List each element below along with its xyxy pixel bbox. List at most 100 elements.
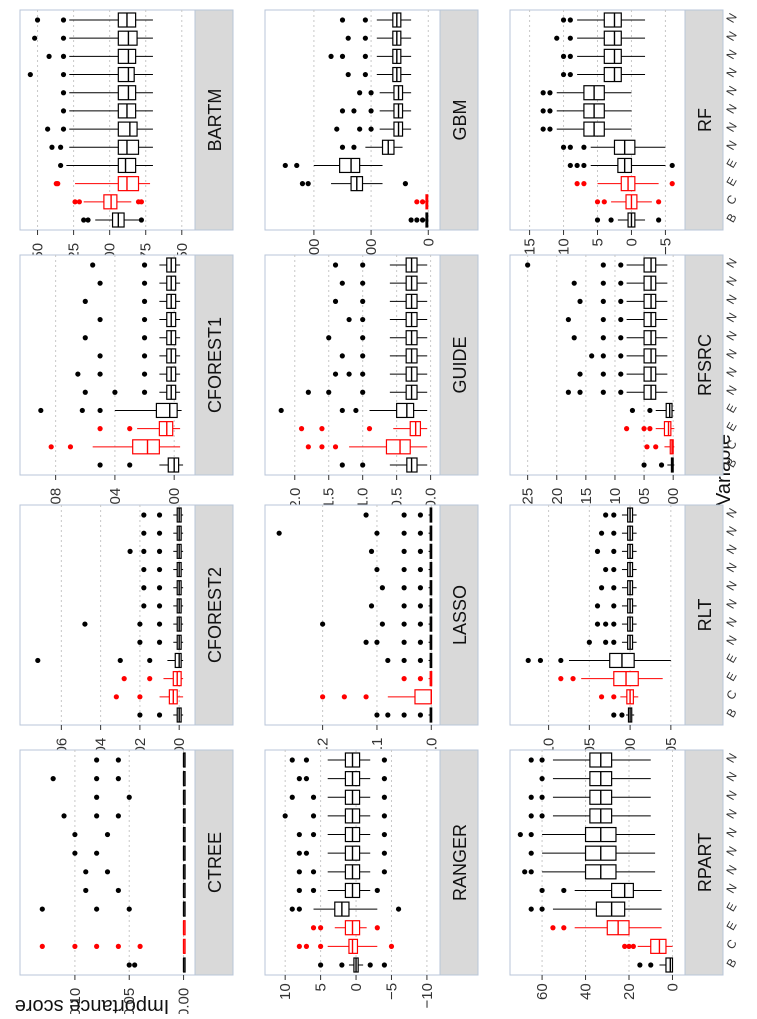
outlier-point [362, 35, 368, 41]
outlier-point [299, 181, 306, 187]
box-11 [603, 507, 637, 523]
outlier-point [577, 298, 583, 304]
panel-title: RANGER [450, 824, 470, 901]
outlier-point [362, 17, 368, 23]
x-tick-label: E [723, 919, 739, 933]
outlier-point [318, 962, 324, 968]
outlier-point [417, 566, 424, 573]
outlier-point [656, 199, 662, 205]
box-1 [594, 194, 662, 210]
outlier-point [528, 813, 534, 819]
outlier-point [50, 776, 56, 782]
outlier-point [38, 407, 44, 414]
outlier-point [351, 144, 357, 150]
x-tick-label: N [723, 365, 739, 380]
box-5 [577, 366, 668, 382]
box-8 [141, 561, 184, 578]
x-tick-label: N [723, 292, 739, 307]
box-6 [594, 598, 637, 614]
outlier-point [117, 657, 123, 664]
box-9 [528, 789, 651, 805]
outlier-point [332, 444, 339, 450]
panel-title: GBM [450, 99, 470, 140]
outlier-point [112, 389, 118, 395]
x-tick-label: C [723, 937, 740, 952]
box [117, 157, 137, 174]
outlier-point [339, 108, 346, 114]
outlier-point [72, 831, 78, 838]
box [611, 882, 634, 899]
outlier-point [141, 298, 148, 304]
outlier-point [296, 869, 302, 875]
outlier-point [48, 444, 54, 450]
outlier-point [94, 906, 100, 912]
box-0 [594, 212, 662, 228]
x-tick-label: N [723, 524, 739, 539]
outlier-point [600, 353, 606, 359]
x-tick-label: N [723, 863, 739, 878]
x-tick-label: N [723, 383, 739, 398]
outlier-point [560, 144, 567, 150]
outlier-point [571, 280, 577, 286]
outlier-point [127, 426, 133, 432]
outlier-point [408, 217, 414, 223]
outlier-point [368, 108, 374, 114]
box-3 [58, 157, 153, 174]
outlier-point [332, 371, 339, 377]
outlier-point [156, 585, 163, 591]
outlier-point [374, 887, 380, 894]
panel-strip [684, 9, 724, 231]
x-tick-label: N [723, 328, 739, 343]
outlier-point [303, 850, 310, 856]
outlier-point [528, 794, 534, 800]
outlier-point [97, 407, 103, 414]
box-2 [624, 421, 675, 437]
box-4 [586, 634, 637, 650]
box-6 [141, 598, 184, 614]
box-6 [339, 348, 428, 364]
box-4 [363, 634, 433, 650]
box [643, 293, 657, 309]
outlier-point [577, 371, 583, 377]
outlier-point [374, 530, 380, 536]
outlier-point [669, 181, 675, 187]
box-8 [560, 66, 646, 83]
outlier-point [94, 813, 100, 819]
box-11 [141, 507, 184, 523]
box-0 [641, 457, 675, 473]
y-tick-label: 0 [420, 238, 437, 246]
box-7 [571, 330, 668, 346]
box-2 [182, 920, 186, 936]
outlier-point [72, 199, 78, 205]
outlier-point [570, 676, 576, 682]
box-3 [289, 901, 402, 917]
box-8 [565, 311, 668, 328]
outlier-point [94, 776, 100, 782]
outlier-point [401, 548, 407, 554]
panel-title: RF [695, 108, 715, 132]
outlier-point [296, 776, 302, 782]
panel-strip [684, 504, 724, 726]
box-0 [126, 957, 186, 973]
box-10 [32, 30, 153, 46]
panel-strip [439, 504, 479, 726]
box [339, 157, 361, 174]
panel-title: GUIDE [450, 336, 470, 393]
y-tick-label: −10 [419, 983, 436, 1008]
box-5 [320, 616, 433, 632]
outlier-point [141, 316, 148, 323]
box-4 [49, 139, 153, 155]
outlier-point [360, 262, 366, 268]
y-tick-label: 0.0 [423, 488, 440, 509]
outlier-point [60, 35, 67, 41]
outlier-point [574, 162, 580, 169]
outlier-point [115, 813, 121, 819]
outlier-point [594, 548, 601, 554]
outlier-point [132, 962, 138, 968]
outlier-point [305, 389, 311, 395]
outlier-point [417, 621, 424, 627]
outlier-point [618, 353, 624, 359]
box-0 [318, 957, 387, 973]
outlier-point [303, 757, 310, 763]
outlier-point [58, 162, 64, 169]
